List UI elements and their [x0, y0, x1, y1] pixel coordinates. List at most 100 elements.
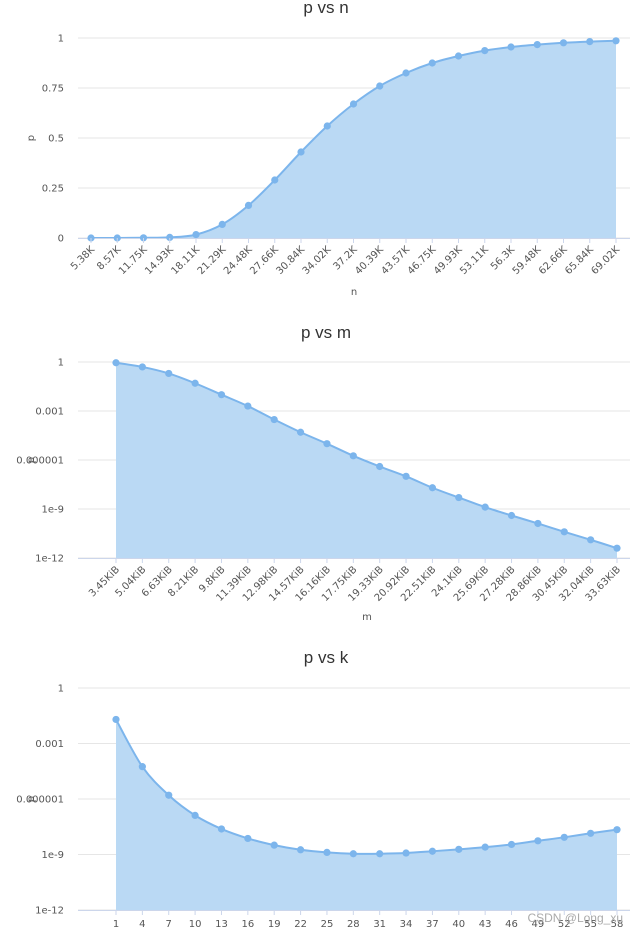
x-tick-label: 4	[139, 919, 145, 930]
y-tick-label: 0.25	[42, 184, 64, 195]
x-tick-label: 69.02K	[589, 244, 622, 277]
data-point[interactable]	[507, 840, 516, 849]
data-point[interactable]	[428, 847, 437, 855]
data-point[interactable]	[534, 519, 542, 528]
chart-title: p vs k	[304, 648, 349, 667]
data-point[interactable]	[349, 100, 358, 108]
x-tick-label: 37	[426, 919, 439, 930]
x-tick-label: 22	[294, 919, 307, 930]
data-point[interactable]	[323, 848, 331, 856]
data-point[interactable]	[139, 234, 148, 242]
y-tick-label: 1e-9	[42, 505, 65, 516]
data-point[interactable]	[587, 536, 595, 544]
data-point[interactable]	[296, 428, 305, 436]
x-tick-label: 52	[558, 919, 571, 930]
data-point[interactable]	[270, 415, 278, 424]
data-point[interactable]	[270, 841, 278, 849]
data-point[interactable]	[507, 43, 515, 51]
data-point[interactable]	[218, 220, 226, 228]
data-point[interactable]	[559, 39, 568, 47]
y-tick-label: 0.5	[48, 134, 64, 145]
x-tick-label: 49	[532, 919, 545, 930]
x-tick-label: 43	[479, 919, 492, 930]
x-axis-label: n	[351, 287, 357, 298]
data-point[interactable]	[244, 402, 252, 410]
x-tick-label: 58	[611, 919, 624, 930]
chart-panel-n: p vs n p n 00.250.50.7515.38K8.57K11.75K…	[26, 0, 630, 298]
data-point[interactable]	[217, 391, 226, 399]
series-area	[116, 362, 617, 558]
data-point[interactable]	[138, 763, 146, 771]
data-point[interactable]	[428, 484, 437, 492]
data-point[interactable]	[349, 452, 357, 460]
data-point[interactable]	[165, 369, 173, 378]
x-tick-label: 55	[584, 919, 597, 930]
data-point[interactable]	[587, 829, 595, 837]
data-point[interactable]	[217, 825, 226, 833]
x-tick-label: 16	[241, 919, 254, 930]
data-point[interactable]	[244, 201, 253, 209]
data-point[interactable]	[455, 845, 463, 853]
data-point[interactable]	[112, 359, 120, 367]
y-tick-label: 0.001	[35, 739, 64, 750]
x-axis-label: m	[362, 612, 372, 623]
data-point[interactable]	[613, 544, 621, 552]
data-point[interactable]	[112, 715, 120, 724]
y-tick-label: 0.75	[42, 84, 64, 95]
data-point[interactable]	[166, 233, 174, 241]
x-tick-label: 46	[505, 919, 518, 930]
data-point[interactable]	[613, 826, 621, 834]
y-tick-label: 1e-12	[35, 906, 64, 917]
data-point[interactable]	[402, 472, 410, 480]
data-point[interactable]	[481, 503, 489, 511]
data-point[interactable]	[191, 811, 199, 819]
data-point[interactable]	[612, 37, 620, 45]
data-point[interactable]	[376, 462, 384, 471]
data-point[interactable]	[165, 791, 173, 799]
y-tick-label: 0.000001	[16, 456, 64, 467]
y-axis-label: p	[26, 796, 37, 802]
data-point[interactable]	[428, 59, 436, 67]
x-tick-label: 1	[113, 919, 119, 930]
y-axis-label: p	[26, 135, 37, 141]
data-point[interactable]	[560, 833, 568, 841]
data-point[interactable]	[402, 849, 410, 857]
data-point[interactable]	[586, 38, 594, 46]
data-point[interactable]	[481, 843, 489, 851]
data-point[interactable]	[297, 148, 305, 156]
x-tick-label: 40	[452, 919, 465, 930]
data-point[interactable]	[296, 846, 305, 854]
data-point[interactable]	[323, 440, 331, 448]
data-point[interactable]	[376, 850, 384, 858]
data-point[interactable]	[323, 122, 331, 130]
y-axis-label: p	[26, 457, 37, 463]
data-point[interactable]	[560, 528, 568, 536]
y-tick-label: 1e-12	[35, 554, 64, 565]
y-tick-label: 1	[58, 358, 64, 369]
data-point[interactable]	[534, 837, 542, 845]
data-point[interactable]	[455, 493, 463, 502]
x-tick-label: 19	[268, 919, 281, 930]
x-tick-label: 34.02K	[301, 244, 334, 277]
data-point[interactable]	[244, 834, 252, 843]
data-point[interactable]	[454, 52, 463, 60]
data-point[interactable]	[191, 379, 199, 387]
data-point[interactable]	[533, 41, 541, 49]
y-tick-label: 0.000001	[16, 795, 64, 806]
data-point[interactable]	[138, 363, 146, 371]
chart-title: p vs n	[303, 0, 348, 17]
chart-panel-m: p vs m p m 1e-121e-90.0000010.00113.45Ki…	[16, 323, 630, 623]
x-tick-label: 53.11K	[458, 244, 491, 277]
data-point[interactable]	[376, 82, 384, 90]
data-point[interactable]	[349, 850, 357, 858]
y-tick-label: 1e-9	[42, 850, 65, 861]
data-point[interactable]	[402, 69, 410, 77]
data-point[interactable]	[192, 231, 200, 239]
watermark: CSDN @Long_xu	[527, 911, 623, 925]
x-tick-label: 31	[373, 919, 386, 930]
data-point[interactable]	[481, 47, 489, 55]
data-point[interactable]	[271, 176, 279, 184]
data-point[interactable]	[507, 511, 516, 520]
y-tick-label: 0	[58, 234, 64, 245]
